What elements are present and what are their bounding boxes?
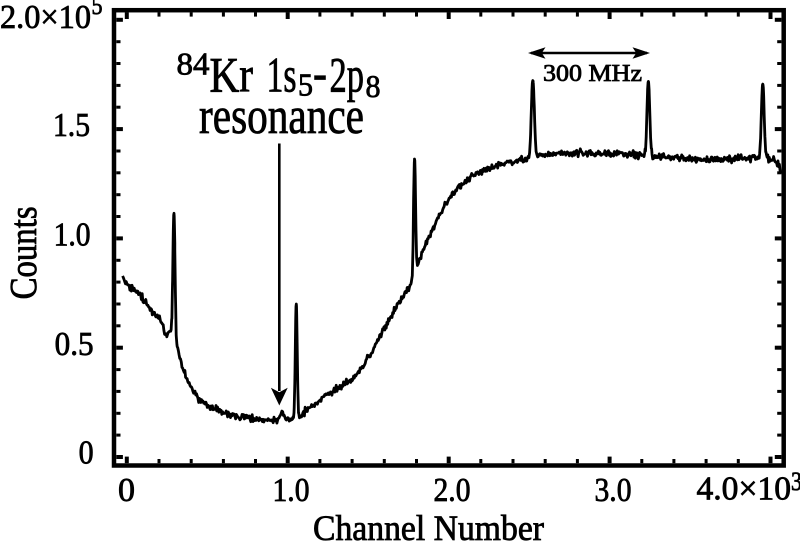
svg-text:0: 0 [79,435,94,472]
svg-text:3.0: 3.0 [595,472,632,509]
svg-text:5: 5 [298,67,313,103]
svg-text:0.5: 0.5 [55,326,94,363]
svg-text:4.0×10: 4.0×10 [697,471,792,508]
svg-text:3: 3 [791,467,800,496]
svg-text:Counts: Counts [3,206,45,299]
svg-text:Channel Number: Channel Number [313,508,544,541]
svg-text:2.0: 2.0 [434,472,471,509]
svg-text:1.5: 1.5 [53,107,90,144]
svg-text:84: 84 [177,46,210,82]
svg-text:2p: 2p [330,47,365,103]
svg-text:1s: 1s [267,47,297,103]
svg-text:Kr: Kr [210,47,254,103]
svg-text:5: 5 [92,0,103,20]
svg-text:300 MHz: 300 MHz [543,61,642,87]
svg-text:1.0: 1.0 [273,472,310,509]
svg-text:0: 0 [118,472,135,509]
svg-text:2.0×10: 2.0×10 [0,0,91,36]
svg-text:8: 8 [366,68,381,104]
svg-text:resonance: resonance [199,88,364,145]
svg-text:-: - [313,45,327,101]
svg-text:1.0: 1.0 [54,217,91,254]
